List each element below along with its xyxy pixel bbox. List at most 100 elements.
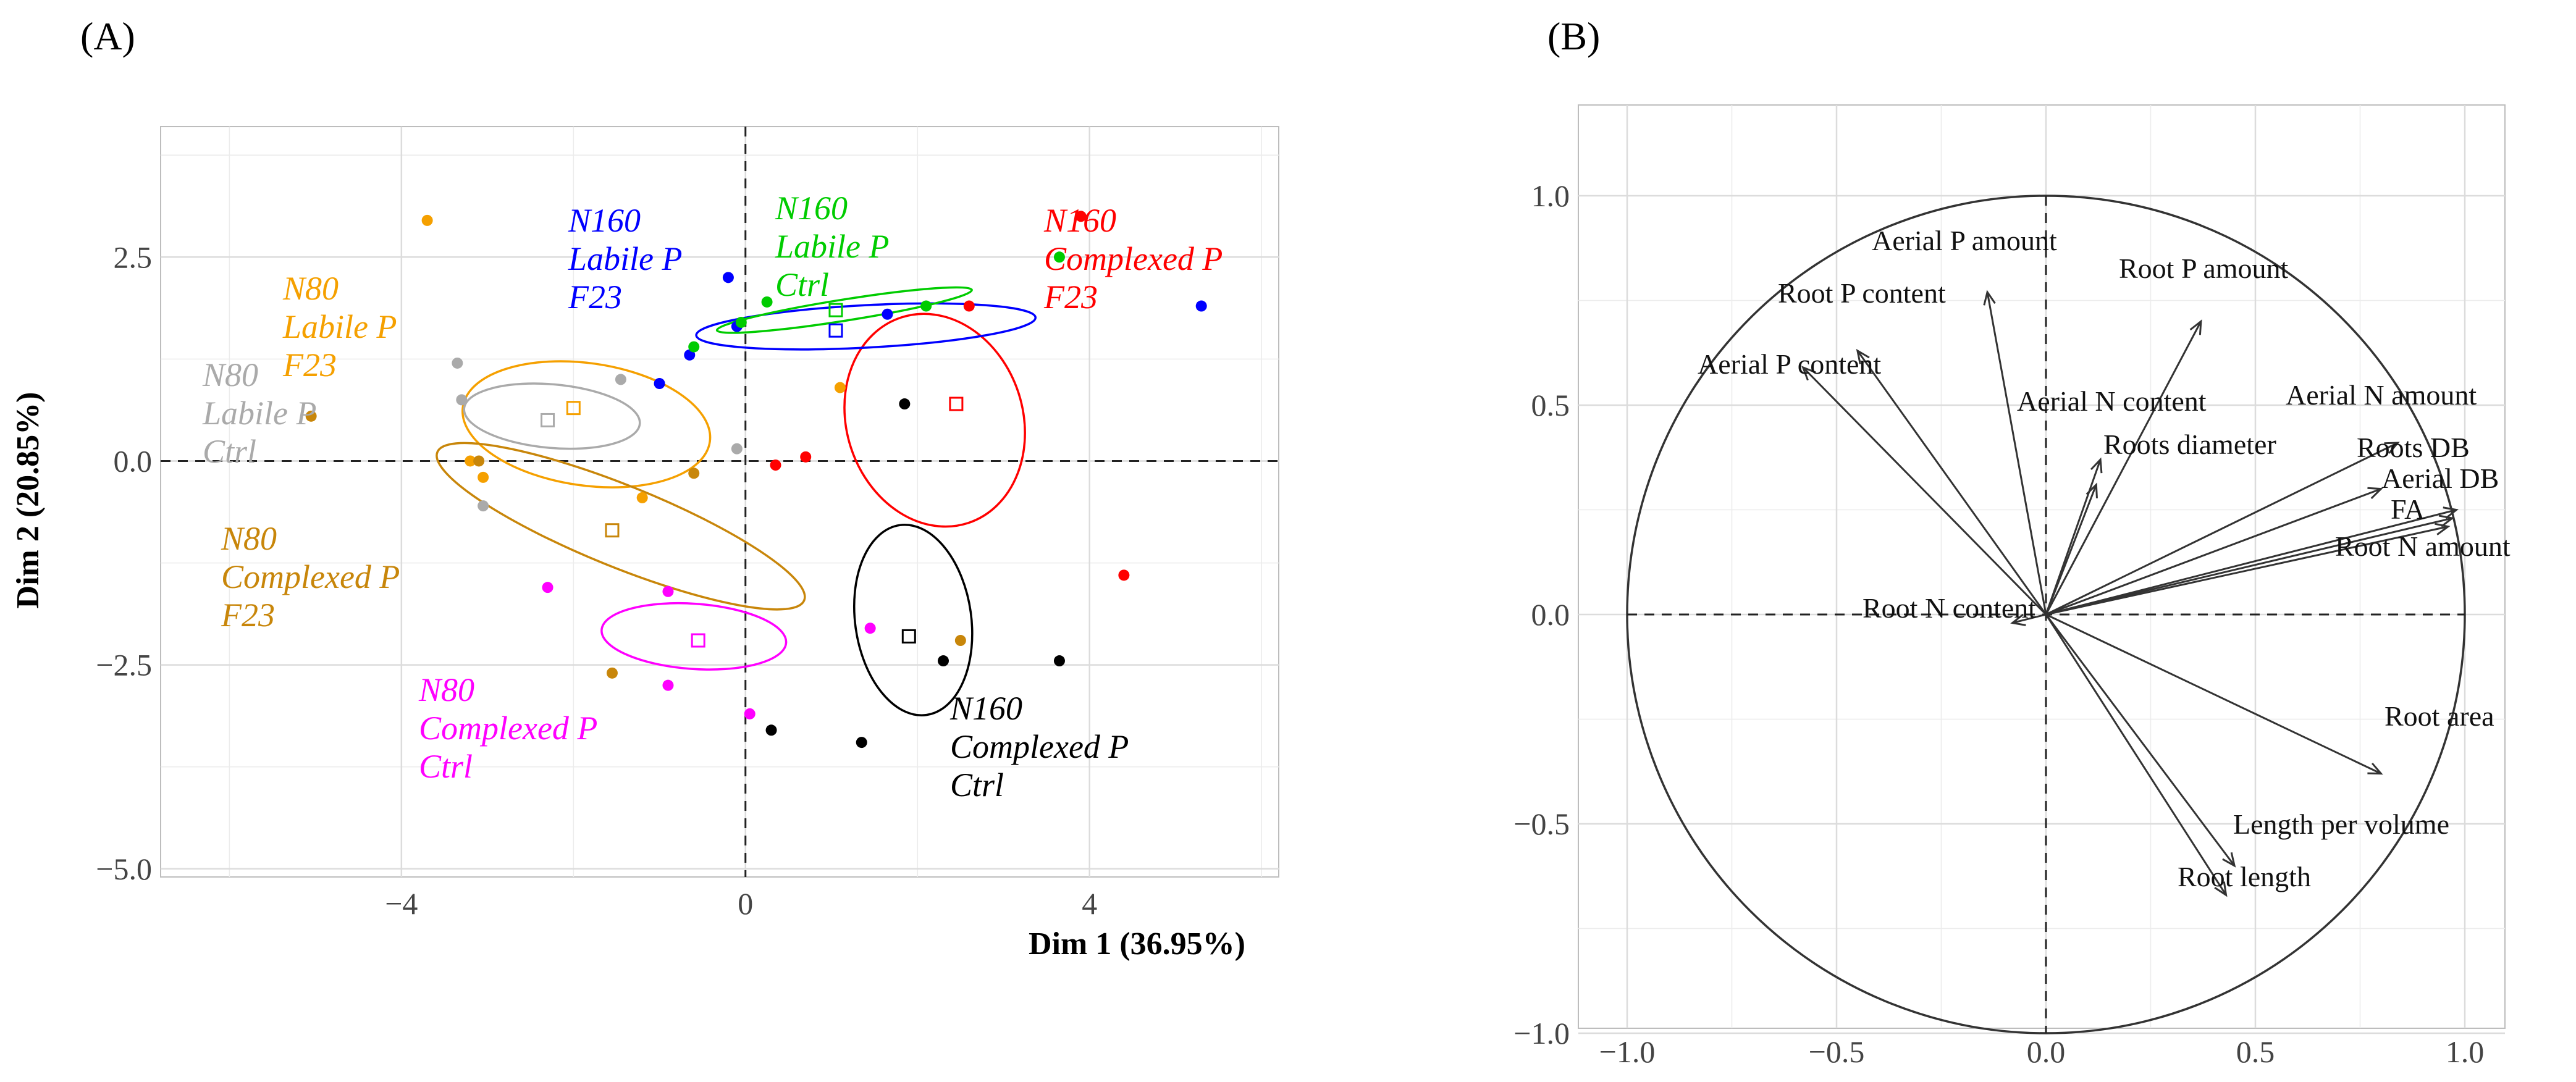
panel-a-grid: [161, 127, 1279, 877]
point-n80-complexed-p-f23: [954, 635, 966, 647]
b-x-tick-label: 0.0: [2027, 1034, 2066, 1069]
a-y-tick-label: 2.5: [114, 240, 153, 274]
group-label-n80-complexed-p-ctrl: Ctrl: [419, 748, 473, 785]
arrowhead-root-length: [2214, 881, 2228, 897]
group-label-n80-complexed-p-f23: F23: [221, 597, 275, 634]
panel-b-variable-labels: Aerial P amount Root P amount Root P conte…: [1698, 225, 2511, 892]
arrow-root-length: [2045, 614, 2227, 896]
a-y-tick-label: 0.0: [114, 443, 153, 478]
group-label-n80-complexed-p-ctrl: Complexed P: [419, 710, 597, 747]
arrowhead-length-per-volume: [2222, 852, 2236, 868]
group-label-n80-labile-p-ctrl: Labile P: [202, 395, 317, 432]
centroid-n80-complexed-p-f23: [605, 523, 620, 538]
arrowhead-fa: [2438, 514, 2455, 527]
point-n160-complexed-p-ctrl: [856, 737, 867, 749]
point-n160-labile-p-f23: [1195, 300, 1207, 312]
arrow-aerial-p-amount: [1986, 291, 2047, 615]
point-n80-complexed-p-ctrl: [864, 623, 876, 634]
point-n80-labile-p-ctrl: [478, 500, 489, 512]
group-label-n80-labile-p-f23: Labile P: [282, 308, 397, 345]
arrowhead-aerial-p-amount: [1983, 290, 1996, 306]
group-label-n160-labile-p-ctrl: Labile P: [775, 228, 890, 265]
group-label-n80-labile-p-f23: F23: [282, 346, 337, 384]
point-n160-complexed-p-f23: [1118, 569, 1130, 581]
panel-a-x-axis-title: Dim 1 (36.95%): [1029, 926, 1245, 962]
ellipse-n160-complexed-p-ctrl: [852, 524, 974, 716]
b-x-tick-label: 1.0: [2446, 1034, 2485, 1069]
b-y-tick-label: 1.0: [1531, 178, 1570, 213]
arrowhead-aerial-n-amount: [2384, 442, 2400, 454]
panel-a-ellipses: [436, 286, 1037, 716]
point-n80-complexed-p-f23: [473, 455, 485, 467]
group-label-n160-complexed-p-ctrl: Ctrl: [950, 766, 1004, 803]
a-y-tick-label: −2.5: [96, 648, 152, 682]
point-n80-labile-p-f23: [478, 471, 489, 483]
var-label-aerial-n-amount: Aerial N amount: [2286, 379, 2477, 411]
point-n160-complexed-p-ctrl: [899, 398, 911, 410]
group-label-n160-labile-p-ctrl: N160: [775, 190, 848, 227]
arrow-root-p-amount: [2045, 321, 2202, 615]
arrowhead-root-p-content: [1856, 348, 1870, 364]
point-n80-labile-p-f23: [636, 492, 648, 503]
var-label-root-length: Root length: [2178, 861, 2311, 892]
a-y-tick-label: −5.0: [96, 852, 152, 886]
var-label-length-per-volume: Length per volume: [2233, 808, 2449, 840]
arrowhead-aerial-p-content: [1801, 366, 1816, 381]
group-label-n80-labile-p-ctrl: Ctrl: [203, 433, 256, 470]
panel-b-ticks: −1.0 −0.5 0.0 0.5 1.0 1.0 0.5 0.0 −0.5 −1.0: [1513, 178, 2484, 1069]
group-label-n160-complexed-p-f23: N160: [1043, 202, 1116, 239]
a-x-tick-label: −4: [385, 886, 418, 921]
arrow-root-area: [2045, 613, 2382, 774]
panel-b-grid: [1578, 105, 2505, 1034]
group-label-n160-complexed-p-ctrl: N160: [949, 690, 1022, 727]
arrowhead-aerial-db: [2443, 506, 2459, 519]
ellipse-n160-complexed-p-f23: [843, 312, 1026, 528]
var-label-aerial-db: Aerial DB: [2381, 463, 2499, 494]
arrow-aerial-db: [2045, 509, 2457, 616]
point-n160-labile-p-f23: [654, 378, 665, 390]
arrow-aerial-n-amount: [2045, 442, 2399, 616]
panel-a-plot-area: [160, 126, 1279, 878]
arrowhead-root-p-amount: [2189, 319, 2202, 335]
var-label-root-p-content: Root P content: [1778, 277, 1946, 309]
point-n80-labile-p-f23: [421, 214, 433, 226]
group-label-n160-complexed-p-f23: Complexed P: [1044, 240, 1223, 277]
ellipse-n160-labile-p-ctrl: [715, 286, 973, 334]
var-label-fa: FA: [2391, 493, 2425, 525]
panel-a-ticks: −4 0 4 2.5 0.0 −2.5 −5.0: [96, 240, 1097, 921]
b-y-tick-label: 0.5: [1531, 388, 1570, 422]
b-x-tick-label: −0.5: [1809, 1034, 1865, 1069]
var-label-roots-diameter: Roots diameter: [2103, 429, 2276, 460]
point-n80-complexed-p-ctrl: [662, 679, 674, 691]
var-label-root-n-amount: Root N amount: [2335, 531, 2511, 562]
arrow-fa: [2045, 517, 2453, 616]
group-label-n160-complexed-p-ctrl: Complexed P: [950, 728, 1129, 765]
a-x-tick-label: 4: [1082, 886, 1097, 921]
group-label-n80-complexed-p-f23: N80: [221, 520, 277, 557]
arrow-roots-diameter: [2045, 484, 2097, 615]
point-n80-complexed-p-ctrl: [744, 708, 756, 719]
arrowhead-root-n-content: [2010, 613, 2026, 626]
var-label-aerial-p-content: Aerial P content: [1698, 348, 1881, 380]
point-n80-labile-p-f23: [465, 455, 476, 467]
point-n160-complexed-p-ctrl: [1053, 655, 1065, 667]
point-n80-labile-p-ctrl: [456, 394, 468, 406]
centroid-n160-labile-p-ctrl: [828, 303, 843, 317]
b-y-tick-label: −1.0: [1513, 1016, 1570, 1051]
group-label-n160-complexed-p-f23: F23: [1043, 279, 1098, 316]
point-n160-labile-p-ctrl: [1053, 251, 1065, 263]
group-label-n80-complexed-p-ctrl: N80: [418, 671, 474, 708]
var-label-root-area: Root area: [2384, 700, 2494, 732]
arrowhead-root-area: [2367, 762, 2383, 775]
group-label-n80-labile-p-f23: N80: [282, 270, 339, 307]
point-n160-labile-p-ctrl: [761, 296, 773, 308]
centroid-n80-complexed-p-ctrl: [691, 633, 705, 648]
var-label-aerial-p-amount: Aerial P amount: [1872, 225, 2057, 256]
point-n160-complexed-p-f23: [770, 459, 781, 471]
a-x-tick-label: 0: [738, 886, 753, 921]
point-n80-complexed-p-f23: [606, 667, 618, 679]
point-n160-complexed-p-f23: [1075, 211, 1087, 222]
point-n80-complexed-p-ctrl: [662, 585, 674, 597]
arrow-aerial-p-content: [1802, 366, 2047, 616]
